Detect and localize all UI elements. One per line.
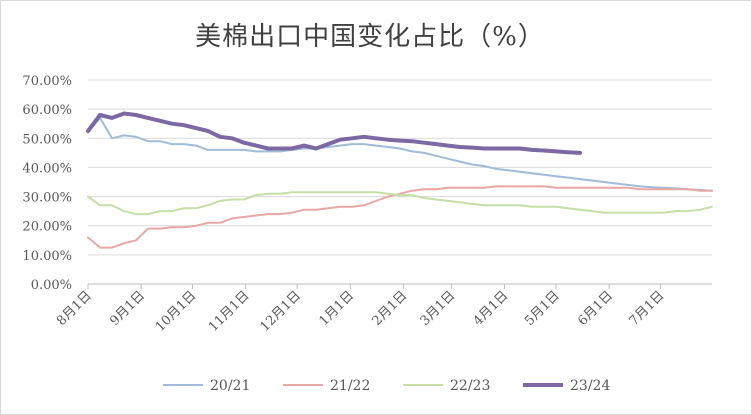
x-tick-label: 5月1日	[522, 288, 563, 329]
legend-label: 20/21	[210, 378, 250, 394]
series-line-21-22	[87, 185, 713, 249]
y-tick-label: 50.00%	[22, 132, 72, 147]
x-axis: 8月1日 9月1日 10月1日 11月1日 12月1日 1月1日 2月1日 3月1日 4月1日 5…	[54, 283, 712, 335]
x-tick-label: 12月1日	[257, 288, 304, 335]
x-tick-label: 4月1日	[471, 288, 512, 329]
series-lines	[86, 111, 713, 249]
x-tick-label: 7月1日	[627, 288, 668, 329]
gridlines	[88, 79, 712, 256]
legend-label: 23/24	[570, 378, 610, 394]
x-tick-label: 2月1日	[370, 288, 411, 329]
y-axis-ticks: 0.00% 10.00% 20.00% 30.00% 40.00% 50.00% 60.00…	[22, 74, 72, 293]
x-tick-label: 8月1日	[54, 288, 95, 329]
x-tick-label: 10月1日	[153, 288, 200, 335]
y-tick-label: 0.00%	[31, 278, 72, 293]
series-line-22-23	[87, 191, 713, 216]
y-tick-label: 10.00%	[22, 249, 72, 264]
chart-title: 美棉出口中国变化占比（%）	[195, 22, 545, 52]
y-tick-label: 30.00%	[22, 191, 72, 206]
x-tick-label: 6月1日	[575, 288, 616, 329]
legend-label: 22/23	[450, 378, 490, 394]
x-tick-label: 1月1日	[316, 288, 357, 329]
series-line-20-21	[87, 116, 713, 192]
y-tick-label: 20.00%	[22, 220, 72, 235]
x-tick-label: 9月1日	[107, 288, 148, 329]
series-line-23-24	[86, 111, 582, 155]
y-tick-label: 40.00%	[22, 161, 72, 176]
y-tick-label: 60.00%	[22, 103, 72, 118]
x-tick-label: 11月1日	[206, 288, 253, 335]
y-tick-label: 70.00%	[22, 74, 72, 89]
legend-label: 21/22	[330, 378, 370, 394]
legend: 20/21 21/22 22/23 23/24	[163, 378, 610, 394]
x-tick-label: 3月1日	[418, 288, 459, 329]
